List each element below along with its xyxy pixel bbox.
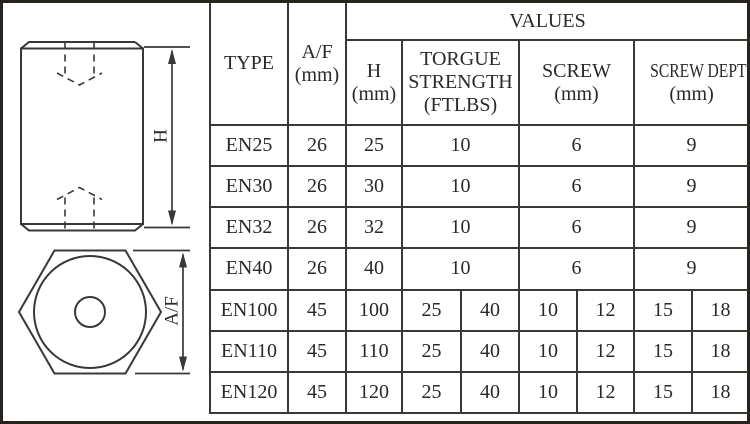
- cell-h: 40: [345, 247, 403, 291]
- col-header-screw: SCREW (mm): [518, 39, 635, 126]
- cell-torque: 10: [401, 247, 520, 291]
- cell-depth-max: 18: [690, 370, 749, 415]
- header-row-values: TYPE A/F (mm) VALUES: [209, 3, 749, 126]
- center-hole-circle: [74, 296, 106, 328]
- col-header-values: VALUES: [344, 3, 749, 41]
- threaded-hole-bottom: [64, 197, 95, 230]
- table-row: EN120 45 120 25 40 10 12 15 18: [209, 370, 749, 415]
- cell-h: 32: [345, 206, 403, 250]
- table-row: EN110 45 110 25 40 10 12 15 18: [209, 329, 749, 373]
- cell-torque-max: 40: [460, 288, 520, 332]
- col-header-type: TYPE: [209, 3, 289, 126]
- cell-torque: 10: [401, 165, 520, 209]
- col-header-screw-depth: SCREW DEPTH (mm): [632, 39, 750, 126]
- threaded-hole-top: [64, 42, 95, 75]
- col-header-af: A/F (mm): [287, 3, 347, 126]
- values-table: TYPE A/F (mm) VALUES H (mm) TORGUE STREN…: [209, 3, 750, 415]
- cell-torque-max: 40: [460, 329, 520, 373]
- cylinder-body: [20, 47, 144, 225]
- cell-type: EN30: [209, 165, 289, 209]
- af-dimension-label: A/F: [162, 296, 183, 326]
- type-header-label: TYPE: [224, 52, 274, 74]
- table-row: EN30 26 30 10 6 9: [209, 165, 749, 209]
- cell-screw-depth: 9: [632, 123, 749, 168]
- drill-point-top: [56, 72, 103, 86]
- table-row: EN100 45 100 25 40 10 12 15 18: [209, 288, 749, 332]
- cell-screw-min: 10: [518, 288, 578, 332]
- cell-screw: 6: [518, 247, 635, 291]
- cell-screw-max: 12: [576, 370, 635, 415]
- cell-af: 45: [287, 329, 347, 373]
- cell-depth-min: 15: [633, 329, 693, 373]
- hexagon-inscribed-circle: [33, 255, 147, 369]
- cell-h: 30: [345, 165, 403, 209]
- cell-af: 26: [287, 165, 347, 209]
- h-arrow-up-icon: [168, 49, 176, 64]
- table-row: EN32 26 32 10 6 9: [209, 206, 749, 250]
- cell-type: EN100: [209, 288, 289, 332]
- h-dimension-label: H: [151, 129, 172, 143]
- header-row-subcolumns: H (mm) TORGUE STRENGTH (FTLBS) SCREW (mm…: [210, 39, 750, 126]
- cell-h: 110: [345, 329, 403, 373]
- cell-screw-depth: 9: [632, 165, 749, 209]
- cell-screw: 6: [518, 206, 635, 250]
- table-row: EN25 26 25 10 6 9: [209, 123, 749, 168]
- cell-torque: 10: [401, 123, 520, 168]
- cell-type: EN32: [209, 206, 289, 250]
- cell-af: 45: [287, 370, 347, 415]
- cylinder-bottom-bevel: [20, 223, 144, 232]
- col-header-h: H (mm): [345, 39, 403, 126]
- cell-af: 45: [287, 288, 347, 332]
- cell-torque-min: 25: [401, 370, 462, 415]
- h-arrow-down-icon: [168, 210, 176, 226]
- cell-af: 26: [287, 123, 347, 168]
- cell-depth-min: 15: [633, 370, 693, 415]
- cell-screw: 6: [518, 123, 635, 168]
- cell-torque-min: 25: [401, 288, 462, 332]
- col-header-torque: TORGUE STRENGTH (FTLBS): [401, 39, 520, 126]
- cylinder-top-bevel: [20, 41, 144, 50]
- cell-depth-max: 18: [690, 288, 749, 332]
- cell-h: 120: [345, 370, 403, 415]
- cell-screw-min: 10: [518, 329, 578, 373]
- cell-depth-min: 15: [633, 288, 693, 332]
- af-arrow-down-icon: [179, 356, 187, 372]
- cell-depth-max: 18: [690, 329, 749, 373]
- table-row: EN40 26 40 10 6 9: [209, 247, 749, 291]
- technical-drawing: H A/F: [17, 41, 190, 375]
- cell-torque-max: 40: [460, 370, 520, 415]
- cell-af: 26: [287, 247, 347, 291]
- cell-torque: 10: [401, 206, 520, 250]
- cell-screw-depth: 9: [632, 247, 749, 291]
- cell-type: EN40: [209, 247, 289, 291]
- cell-screw-max: 12: [576, 329, 635, 373]
- values-header-label: VALUES: [509, 9, 586, 32]
- cell-af: 26: [287, 206, 347, 250]
- cell-type: EN120: [209, 370, 289, 415]
- cell-screw-min: 10: [518, 370, 578, 415]
- drill-point-bottom: [56, 186, 103, 201]
- cell-torque-min: 25: [401, 329, 462, 373]
- cell-screw: 6: [518, 165, 635, 209]
- cell-h: 100: [345, 288, 403, 332]
- af-arrow-up-icon: [179, 252, 187, 268]
- cell-screw-depth: 9: [632, 206, 749, 250]
- cell-type: EN110: [209, 329, 289, 373]
- cell-type: EN25: [209, 123, 289, 168]
- hexagon-outline: [17, 249, 163, 375]
- cell-h: 25: [345, 123, 403, 168]
- cell-screw-max: 12: [576, 288, 635, 332]
